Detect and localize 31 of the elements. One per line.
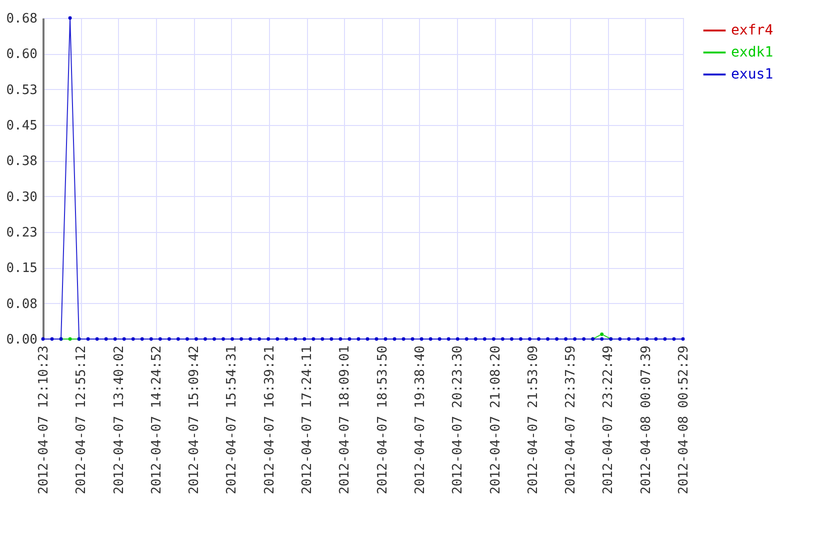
x-tick-label: 2012-04-07 18:09:01 xyxy=(338,346,353,494)
y-tick-label: 0.38 xyxy=(6,154,38,170)
legend-label: exfr4 xyxy=(731,22,774,38)
x-tick-label: 2012-04-07 12:10:23 xyxy=(36,346,52,494)
y-tick-label: 0.30 xyxy=(6,190,38,205)
x-tick-label: 2012-04-07 17:24:11 xyxy=(300,346,316,494)
y-tick-label: 0.53 xyxy=(6,82,38,98)
x-tick-label: 2012-04-07 20:23:30 xyxy=(450,346,466,494)
x-tick-label: 2012-04-07 12:55:12 xyxy=(74,346,90,494)
legend-label: exus1 xyxy=(731,66,774,82)
x-tick-label: 2012-04-07 21:53:09 xyxy=(526,346,541,494)
y-tick-label: 0.68 xyxy=(6,12,38,26)
x-tick-label: 2012-04-07 13:40:02 xyxy=(112,346,127,494)
x-tick-label: 2012-04-07 16:39:21 xyxy=(262,346,278,494)
x-tick-label: 2012-04-07 21:08:20 xyxy=(488,346,504,494)
x-tick-label: 2012-04-08 00:07:39 xyxy=(638,346,654,494)
y-tick-label: 0.15 xyxy=(6,261,38,276)
x-tick-label: 2012-04-07 15:54:31 xyxy=(224,346,240,494)
y-tick-label: 0.45 xyxy=(6,118,38,134)
x-tick-label: 2012-04-07 19:38:40 xyxy=(412,346,428,494)
x-tick-label: 2012-04-07 18:53:50 xyxy=(375,346,390,494)
y-tick-label: 0.00 xyxy=(6,332,38,348)
x-tick-label: 2012-04-08 00:52:29 xyxy=(676,346,692,494)
x-tick-label: 2012-04-07 14:24:52 xyxy=(149,346,164,494)
x-tick-label: 2012-04-07 23:22:49 xyxy=(601,346,616,494)
y-tick-label: 0.08 xyxy=(6,296,38,312)
x-tick-label: 2012-04-07 15:09:42 xyxy=(187,346,202,494)
legend-label: exdk1 xyxy=(731,44,774,60)
x-tick-label: 2012-04-07 22:37:59 xyxy=(564,346,579,494)
y-tick-label: 0.23 xyxy=(6,226,38,240)
y-tick-label: 0.60 xyxy=(6,47,38,62)
